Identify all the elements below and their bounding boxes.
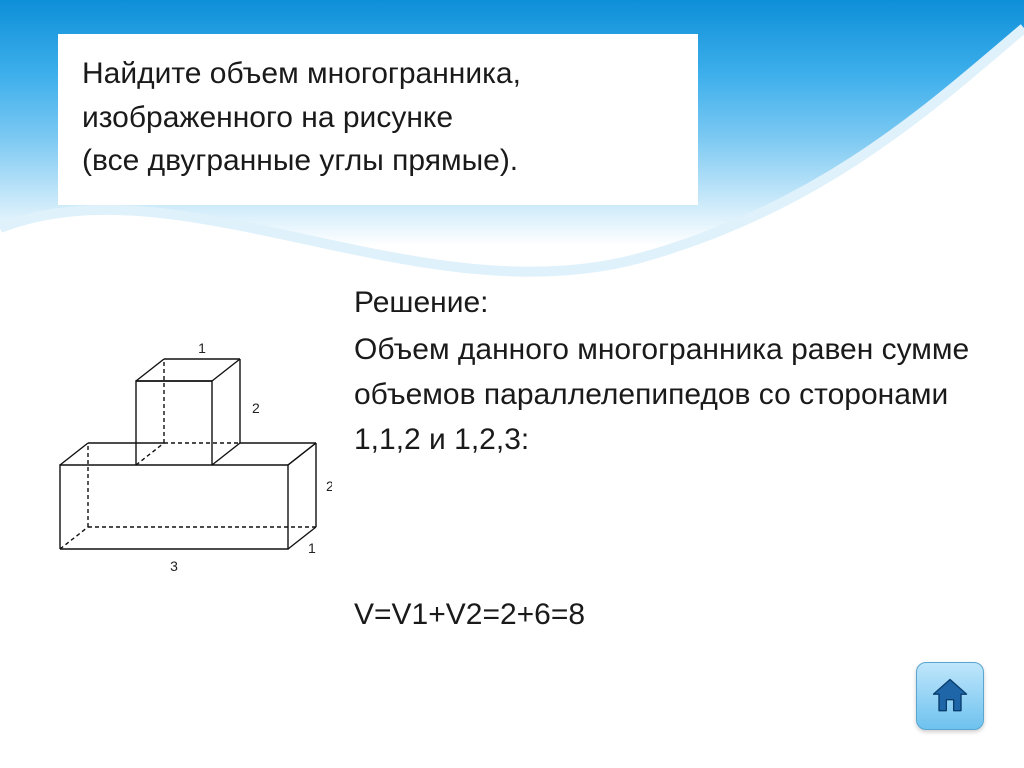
home-icon [928,674,972,718]
question-line-3: (все двугранные углы прямые). [82,139,674,183]
diagram-label-top: 1 [198,340,206,356]
solution-heading: Решение: [354,280,974,325]
question-line-1: Найдите объем многогранника, [82,52,674,96]
slide: Найдите объем многогранника, изображенно… [0,0,1024,768]
polyhedron-diagram: 1 2 2 1 3 [36,295,332,591]
solution-body: Объем данного многогранника равен сумме … [354,327,974,462]
diagram-label-width: 3 [170,558,178,574]
diagram-label-depth: 1 [308,540,316,556]
home-button[interactable] [916,662,984,730]
diagram-label-lower-h: 2 [326,478,332,494]
question-box: Найдите объем многогранника, изображенно… [58,34,698,205]
formula: V=V1+V2=2+6=8 [354,598,585,632]
question-line-2: изображенного на рисунке [82,96,674,140]
diagram-label-upper-h: 2 [252,400,260,416]
solution-text: Решение: Объем данного многогранника рав… [354,280,974,462]
